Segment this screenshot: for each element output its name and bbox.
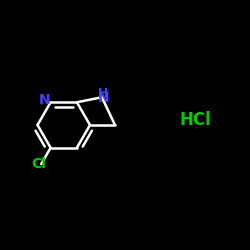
Text: H: H xyxy=(98,87,108,100)
Text: HCl: HCl xyxy=(179,111,211,129)
Text: N: N xyxy=(97,91,109,105)
Text: Cl: Cl xyxy=(31,157,46,171)
Text: N: N xyxy=(38,93,50,107)
